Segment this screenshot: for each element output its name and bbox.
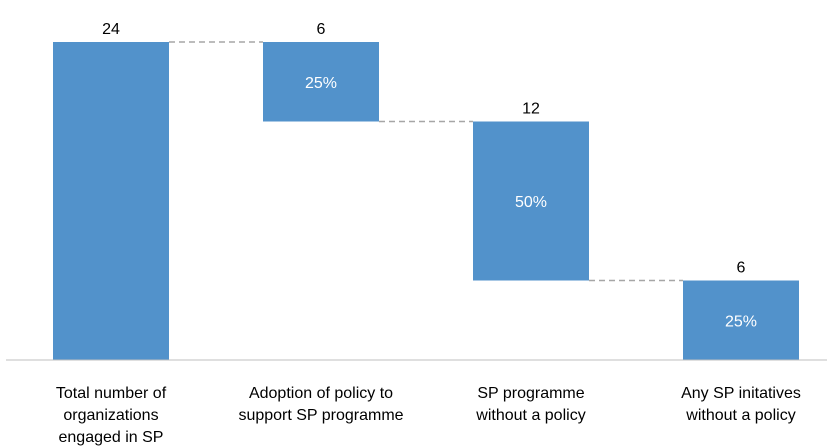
value-label-2: 12 — [522, 101, 540, 118]
bar-2 — [473, 121, 589, 281]
category-label-1: Adoption of policy to support SP programm… — [238, 385, 403, 424]
value-label-3: 6 — [737, 260, 746, 277]
value-labels: 24 6 12 6 — [102, 21, 745, 277]
percent-label-3: 25% — [725, 313, 757, 330]
bar-0 — [53, 42, 169, 360]
percent-label-2: 50% — [515, 194, 547, 211]
category-label-3: Any SP initatives without a policy — [681, 385, 801, 424]
bar-1 — [263, 42, 379, 122]
value-label-1: 6 — [317, 21, 326, 38]
category-labels: Total number of organizations engaged in S… — [56, 385, 801, 446]
percent-label-1: 25% — [305, 75, 337, 92]
category-label-2: SP programme without a policy — [475, 385, 585, 424]
value-label-0: 24 — [102, 21, 120, 38]
category-label-0: Total number of organizations engaged in S… — [56, 385, 167, 446]
bar-3 — [683, 280, 799, 360]
connector-lines — [169, 41, 683, 282]
percent-labels: 25% 50% 25% — [305, 75, 757, 331]
bars — [53, 42, 799, 360]
